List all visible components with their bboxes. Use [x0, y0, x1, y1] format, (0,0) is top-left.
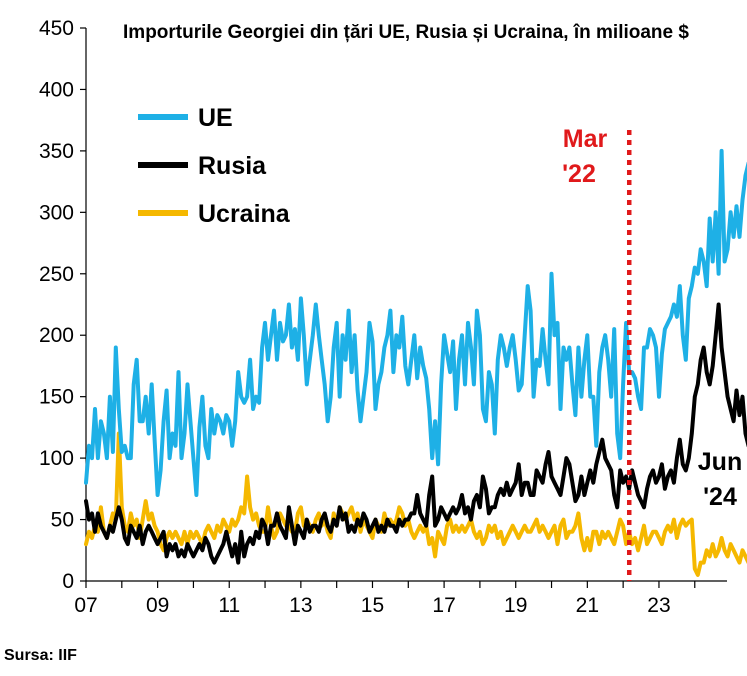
series-line-rusia	[84, 302, 747, 565]
y-tick-label: 450	[39, 17, 74, 40]
x-tick-label: 19	[504, 594, 527, 617]
source-note: Sursa: IIF	[4, 647, 77, 664]
y-tick-labels: 0 50 100 150 200 250 300 350 400 450	[39, 17, 74, 593]
y-tick-label: 350	[39, 140, 74, 163]
y-tick-label: 250	[39, 263, 74, 286]
x-tick-label: 13	[289, 594, 312, 617]
x-tick-label: 09	[146, 594, 169, 617]
y-tick-label: 50	[51, 509, 74, 532]
y-tick-label: 100	[39, 447, 74, 470]
x-tick-label: 21	[576, 594, 599, 617]
x-tick-label: 11	[218, 594, 240, 617]
chart-title: Importurile Georgiei din țări UE, Rusia …	[123, 22, 689, 43]
end-label-month: Jun	[698, 448, 742, 476]
legend-label-ucraina: Ucraina	[198, 200, 291, 228]
series-lines	[84, 148, 747, 577]
x-tick-label: 15	[361, 594, 384, 617]
vline-label-year: '22	[562, 160, 596, 188]
x-tick-label: 07	[74, 594, 97, 617]
x-tick-label: 17	[432, 594, 455, 617]
y-tick-label: 200	[39, 324, 74, 347]
vline-label-month: Mar	[563, 125, 608, 153]
axes	[80, 27, 727, 588]
x-tick-labels: 07 09 11 13 15 17 19 21 23	[74, 594, 670, 617]
legend-label-rusia: Rusia	[198, 152, 267, 180]
y-tick-label: 300	[39, 201, 74, 224]
series-line-ue	[84, 148, 747, 497]
y-tick-label: 150	[39, 386, 74, 409]
y-tick-label: 400	[39, 78, 74, 101]
end-label-year: '24	[703, 483, 737, 511]
x-tick-label: 23	[647, 594, 670, 617]
legend-label-ue: UE	[198, 104, 233, 132]
legend: UE Rusia Ucraina	[138, 104, 291, 228]
y-tick-label: 0	[62, 570, 74, 593]
